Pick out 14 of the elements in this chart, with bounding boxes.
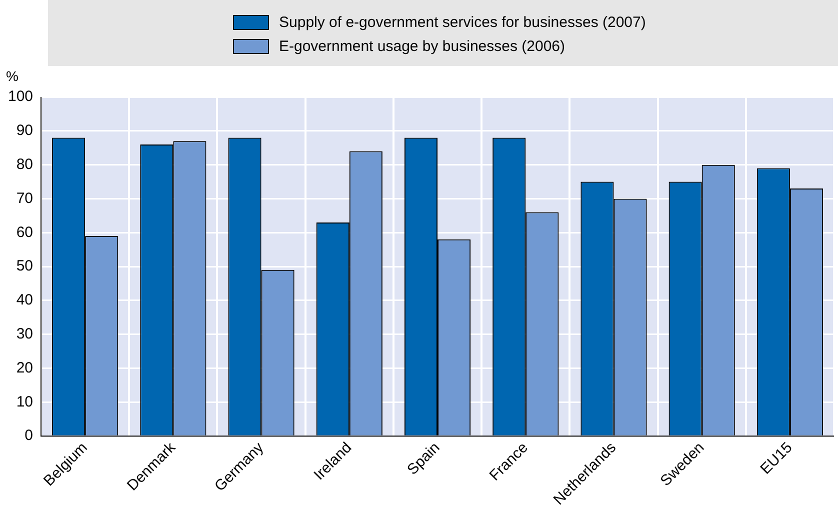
y-tick-label: 70: [16, 190, 34, 207]
y-tick-label: 80: [16, 156, 34, 173]
y-axis-title: %: [6, 68, 18, 84]
legend-label: Supply of e-government services for businesses (2007): [279, 14, 646, 30]
y-tick-label: 40: [16, 292, 34, 309]
y-tick-label: 60: [16, 224, 34, 241]
y-tick-label: 50: [16, 258, 34, 275]
y-tick-label: 100: [8, 88, 34, 106]
y-tick-label: 20: [16, 359, 34, 376]
y-tick-label: 30: [16, 325, 34, 342]
y-tick-label: 10: [16, 393, 34, 410]
legend-label: E-government usage by businesses (2006): [279, 38, 565, 54]
y-tick-label: 0: [24, 427, 34, 444]
y-tick-label: 90: [16, 122, 34, 140]
